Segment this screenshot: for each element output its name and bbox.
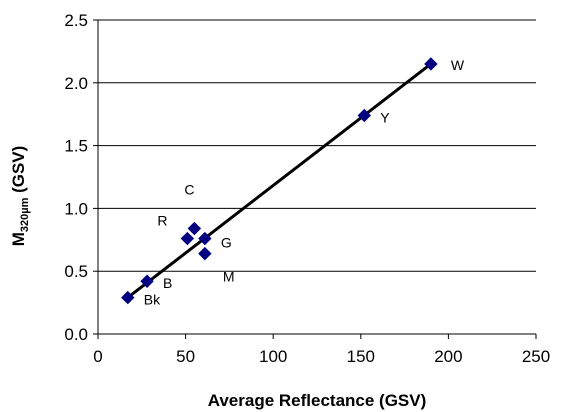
data-point-r [180, 231, 195, 246]
data-point-g [198, 231, 212, 246]
x-tick-label-3: 150 [347, 347, 375, 366]
point-labels: BkB R C G M Y W [144, 57, 465, 308]
y-axis-title: M320µm (GSV) [9, 146, 31, 247]
x-axis-title: Average Reflectance (GSV) [208, 391, 427, 410]
point-label-g: G [221, 235, 232, 251]
grid-lines [98, 19, 536, 272]
y-tick-label-4: 2.0 [64, 74, 88, 93]
y-tick-label-5: 2.5 [64, 11, 88, 30]
data-points [121, 57, 438, 305]
tick-labels: 0.0 0.5 1.0 1.5 2.0 2.5 0 50 100 150 200 250 [64, 11, 550, 366]
point-label-b: B [163, 275, 172, 291]
point-label-y: Y [380, 109, 390, 125]
point-label-w: W [451, 57, 465, 73]
x-tick-label-0: 0 [93, 347, 102, 366]
y-tick-label-2: 1.0 [64, 199, 88, 218]
data-point-y [357, 108, 372, 123]
y-axis-title-main: M [9, 232, 28, 246]
x-tick-label-1: 50 [176, 347, 195, 366]
trendline-group [126, 62, 432, 299]
y-axis-title-unit: (GSV) [9, 146, 28, 198]
data-point-bk [121, 290, 135, 305]
data-point-c [187, 221, 202, 236]
y-tick-label-0: 0.0 [64, 325, 88, 344]
data-point-b [140, 274, 154, 288]
trendline [126, 62, 432, 299]
point-label-r: R [157, 213, 167, 229]
point-label-bk: Bk [144, 292, 161, 308]
data-point-w [424, 57, 438, 71]
x-tick-label-5: 250 [522, 347, 550, 366]
data-point-m [198, 246, 212, 261]
y-tick-label-3: 1.5 [64, 137, 88, 156]
point-label-m: M [223, 269, 235, 285]
y-axis-title-subscript: 320µm [19, 197, 31, 232]
x-tick-label-2: 100 [259, 347, 287, 366]
plot-axes [93, 19, 537, 339]
y-tick-label-1: 0.5 [64, 262, 88, 281]
x-tick-label-4: 200 [434, 347, 462, 366]
point-label-c: C [184, 181, 194, 197]
